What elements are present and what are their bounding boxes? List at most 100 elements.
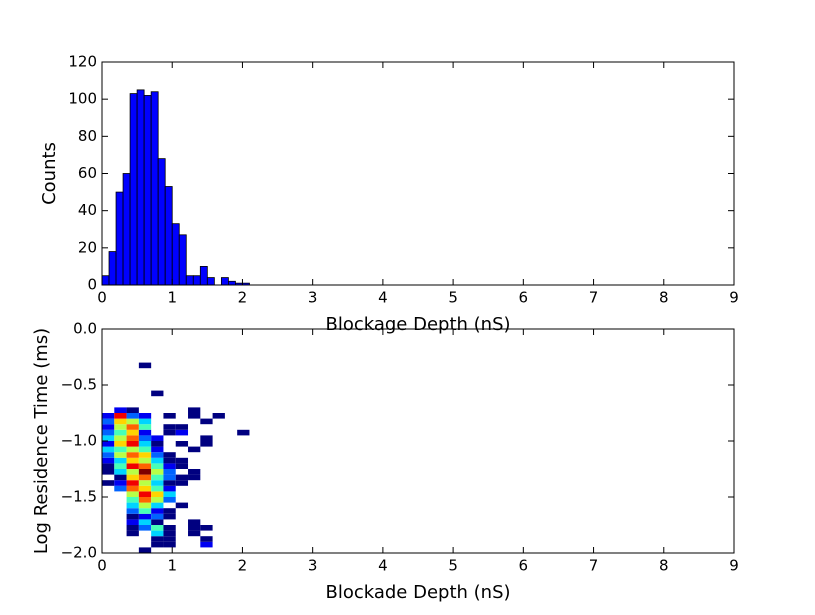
bar bbox=[206, 277, 215, 286]
heatmap-cell bbox=[102, 391, 114, 397]
heatmap-cell bbox=[102, 368, 114, 374]
x-tick-label: 3 bbox=[308, 557, 318, 575]
heatmap-cell bbox=[151, 513, 164, 520]
heatmap-cell bbox=[176, 368, 188, 374]
heatmap-cell bbox=[188, 474, 201, 481]
heatmap-cell bbox=[138, 491, 152, 497]
heatmap-cell bbox=[225, 447, 237, 453]
heatmap-cell bbox=[213, 407, 225, 413]
heatmap-cell bbox=[237, 519, 249, 525]
heatmap-cell bbox=[126, 418, 139, 425]
heatmap-cell bbox=[225, 508, 237, 514]
heatmap-cell bbox=[139, 379, 151, 385]
heatmap-cell bbox=[102, 429, 115, 436]
heatmap-cell bbox=[126, 491, 139, 497]
heatmap-cell bbox=[151, 463, 164, 469]
heatmap-cell bbox=[237, 469, 249, 475]
heatmap-cell bbox=[139, 536, 151, 542]
heatmap-cell bbox=[114, 418, 127, 425]
heatmap-cell bbox=[237, 486, 249, 492]
heatmap-cell bbox=[176, 547, 188, 553]
heatmap-cell bbox=[138, 429, 152, 436]
bar bbox=[101, 275, 110, 286]
heatmap-cell bbox=[151, 396, 163, 402]
heatmap-cell bbox=[213, 452, 225, 458]
heatmap-cell bbox=[237, 531, 249, 537]
heatmap-cell bbox=[225, 374, 237, 380]
heatmap-cell bbox=[151, 385, 163, 391]
heatmap-cell bbox=[213, 491, 225, 497]
heatmap-cell bbox=[225, 363, 237, 369]
heatmap-cell bbox=[163, 429, 176, 436]
heatmap-cell bbox=[188, 391, 200, 397]
heatmap-cell bbox=[237, 368, 249, 374]
heatmap-cell bbox=[151, 430, 163, 436]
heatmap-cell bbox=[200, 452, 212, 458]
heatmap-cell bbox=[114, 446, 127, 453]
heatmap-cell bbox=[175, 474, 189, 481]
heatmap-cell bbox=[200, 531, 212, 537]
x-tick-label: 6 bbox=[519, 557, 529, 575]
heatmap-cell bbox=[126, 519, 139, 525]
heatmap-cell bbox=[114, 531, 126, 537]
x-tick-label: 7 bbox=[589, 289, 599, 307]
heatmap-cell bbox=[163, 530, 176, 537]
heatmap-cell bbox=[126, 413, 139, 419]
heatmap-cell bbox=[151, 497, 164, 503]
heatmap-cell bbox=[139, 531, 151, 537]
heatmap-cell bbox=[126, 474, 139, 481]
heatmap-cell bbox=[213, 536, 225, 542]
heatmap-cell bbox=[151, 536, 164, 542]
heatmap-cell bbox=[200, 424, 212, 430]
heatmap-cell bbox=[176, 379, 188, 385]
bar bbox=[199, 266, 208, 286]
heatmap-cell bbox=[225, 424, 237, 430]
heatmap-cell bbox=[138, 463, 152, 469]
heatmap-cell bbox=[163, 441, 175, 447]
heatmap-cell bbox=[114, 363, 126, 369]
heatmap-cell bbox=[188, 491, 200, 497]
heatmap-cell bbox=[176, 469, 188, 475]
x-axis-label: Blockage Depth (nS) bbox=[325, 314, 510, 335]
heatmap-cell bbox=[237, 447, 249, 453]
heatmap-cell bbox=[102, 435, 115, 441]
heatmap-cell bbox=[126, 429, 139, 436]
heatmap-cell bbox=[188, 497, 200, 503]
heatmap-cell bbox=[213, 396, 225, 402]
heatmap-cell bbox=[213, 525, 225, 531]
heatmap-cell bbox=[127, 402, 139, 408]
heatmap-cell bbox=[200, 547, 212, 553]
heatmap-cell bbox=[200, 363, 212, 369]
heatmap-cell bbox=[176, 514, 188, 520]
heatmap-cell bbox=[102, 508, 114, 514]
heatmap-cell bbox=[188, 525, 201, 531]
heatmap-cell bbox=[188, 430, 200, 436]
bar bbox=[143, 95, 152, 286]
x-tick-label: 7 bbox=[589, 557, 599, 575]
heatmap-cell bbox=[114, 374, 126, 380]
heatmap-cell bbox=[237, 497, 249, 503]
heatmap-cell bbox=[213, 368, 225, 374]
heatmap-cell bbox=[114, 457, 127, 464]
heatmap-cell bbox=[102, 396, 114, 402]
x-tick-label: 9 bbox=[729, 557, 739, 575]
heatmap-cell bbox=[163, 413, 176, 419]
heatmap-cell bbox=[163, 513, 176, 520]
heatmap-cell bbox=[163, 452, 176, 458]
heatmap-cell bbox=[151, 530, 164, 537]
heatmap-cell bbox=[188, 452, 200, 458]
heatmap-cell bbox=[237, 503, 249, 509]
plot-frame bbox=[101, 61, 735, 286]
heatmap-cell bbox=[225, 475, 237, 481]
heatmap-cell bbox=[237, 514, 249, 520]
heatmap-cell bbox=[213, 374, 225, 380]
heatmap-cell bbox=[237, 458, 249, 464]
heatmap-cell bbox=[188, 503, 200, 509]
heatmap-cell bbox=[151, 435, 164, 441]
heatmap-cell bbox=[138, 435, 152, 441]
heatmap-cell bbox=[200, 418, 213, 425]
bar bbox=[150, 91, 159, 286]
heatmap-cell bbox=[139, 542, 151, 548]
heatmap-cell bbox=[200, 525, 213, 531]
bar bbox=[227, 280, 236, 286]
